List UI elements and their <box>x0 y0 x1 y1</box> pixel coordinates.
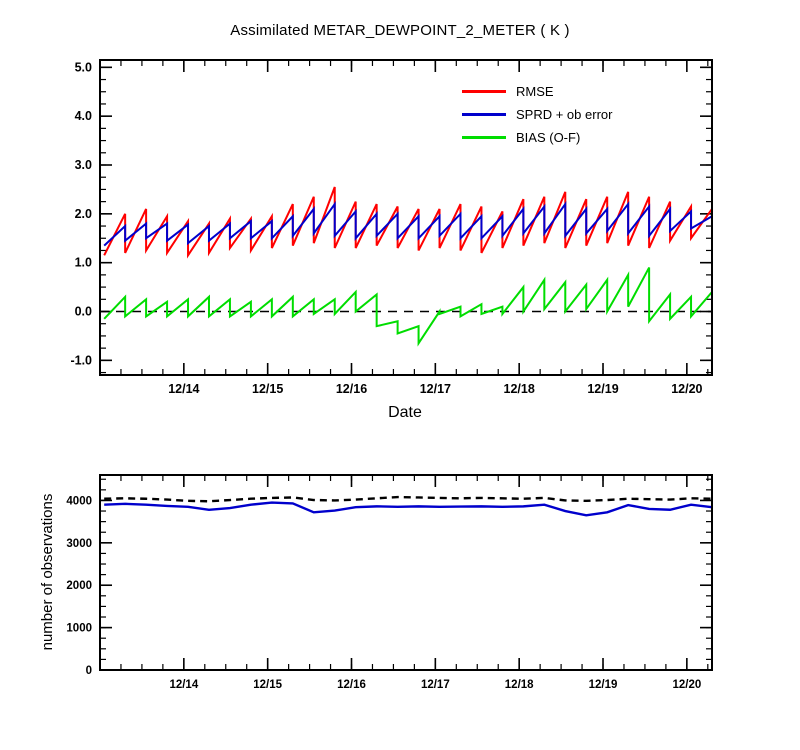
svg-text:12/18: 12/18 <box>505 679 534 691</box>
legend-label-rmse: RMSE <box>516 84 554 99</box>
legend-label-bias: BIAS (O-F) <box>516 130 581 145</box>
y-axis-label-observations: number of observations <box>39 493 56 651</box>
svg-text:12/16: 12/16 <box>336 382 367 396</box>
svg-text:1.0: 1.0 <box>75 256 92 270</box>
legend-item-bias: BIAS (O-F) <box>462 126 612 149</box>
svg-text:12/18: 12/18 <box>504 382 535 396</box>
svg-text:-1.0: -1.0 <box>70 353 92 367</box>
svg-text:12/14: 12/14 <box>169 679 198 691</box>
legend-item-rmse: RMSE <box>462 80 612 103</box>
svg-text:12/17: 12/17 <box>421 679 450 691</box>
bottom-observation-count-chart: 12/14 12/15 12/16 12/17 12/18 12/19 12/20 0 1000… <box>66 474 713 691</box>
sprd-line-swatch <box>462 113 506 116</box>
top-error-chart: 12/14 12/15 12/16 12/17 12/18 12/19 12/20 -1.0 0… <box>70 59 713 396</box>
svg-text:12/14: 12/14 <box>168 382 199 396</box>
legend: RMSE SPRD + ob error BIAS (O-F) <box>462 80 612 149</box>
svg-text:12/19: 12/19 <box>587 382 618 396</box>
svg-text:12/20: 12/20 <box>671 382 702 396</box>
legend-item-sprd: SPRD + ob error <box>462 103 612 126</box>
svg-text:2000: 2000 <box>66 580 92 592</box>
svg-text:2.0: 2.0 <box>75 207 92 221</box>
bias-line-swatch <box>462 136 506 139</box>
rmse-line-swatch <box>462 90 506 93</box>
svg-text:3000: 3000 <box>66 538 92 550</box>
svg-text:12/15: 12/15 <box>253 679 282 691</box>
svg-text:12/15: 12/15 <box>252 382 283 396</box>
svg-text:0.0: 0.0 <box>75 305 92 319</box>
svg-text:12/19: 12/19 <box>589 679 618 691</box>
svg-text:12/17: 12/17 <box>420 382 451 396</box>
page-title: Assimilated METAR_DEWPOINT_2_METER ( K ) <box>230 22 570 39</box>
legend-label-sprd: SPRD + ob error <box>516 107 613 122</box>
svg-text:5.0: 5.0 <box>75 60 92 74</box>
svg-text:12/16: 12/16 <box>337 679 366 691</box>
svg-text:12/20: 12/20 <box>672 679 701 691</box>
svg-text:3.0: 3.0 <box>75 158 92 172</box>
svg-text:4.0: 4.0 <box>75 109 92 123</box>
svg-text:1000: 1000 <box>66 623 92 635</box>
svg-text:4000: 4000 <box>66 495 92 507</box>
x-axis-label: Date <box>388 404 422 421</box>
svg-text:0: 0 <box>86 665 92 677</box>
